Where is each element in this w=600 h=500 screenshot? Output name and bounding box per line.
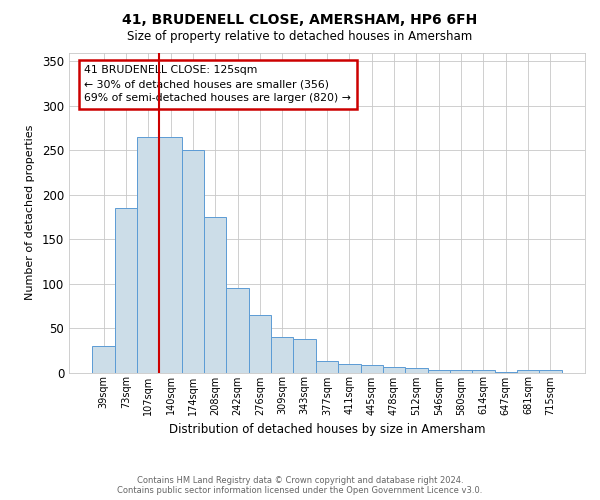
Bar — [405, 368, 428, 372]
Bar — [316, 361, 338, 372]
Bar — [428, 370, 450, 372]
Bar — [271, 337, 293, 372]
Bar — [383, 367, 405, 372]
Bar — [204, 217, 226, 372]
Text: Size of property relative to detached houses in Amersham: Size of property relative to detached ho… — [127, 30, 473, 43]
Bar — [338, 364, 361, 372]
Bar — [472, 370, 494, 372]
Bar — [293, 338, 316, 372]
Bar — [450, 370, 472, 372]
Bar — [539, 370, 562, 372]
Bar — [249, 314, 271, 372]
Y-axis label: Number of detached properties: Number of detached properties — [25, 125, 35, 300]
Text: 41, BRUDENELL CLOSE, AMERSHAM, HP6 6FH: 41, BRUDENELL CLOSE, AMERSHAM, HP6 6FH — [122, 12, 478, 26]
Bar — [160, 137, 182, 372]
Bar — [92, 346, 115, 372]
Text: Contains HM Land Registry data © Crown copyright and database right 2024.
Contai: Contains HM Land Registry data © Crown c… — [118, 476, 482, 495]
Bar — [517, 370, 539, 372]
Bar — [361, 366, 383, 372]
Bar — [182, 150, 204, 372]
X-axis label: Distribution of detached houses by size in Amersham: Distribution of detached houses by size … — [169, 423, 485, 436]
Text: 41 BRUDENELL CLOSE: 125sqm
← 30% of detached houses are smaller (356)
69% of sem: 41 BRUDENELL CLOSE: 125sqm ← 30% of deta… — [85, 66, 352, 104]
Bar — [137, 137, 160, 372]
Bar — [226, 288, 249, 372]
Bar — [115, 208, 137, 372]
